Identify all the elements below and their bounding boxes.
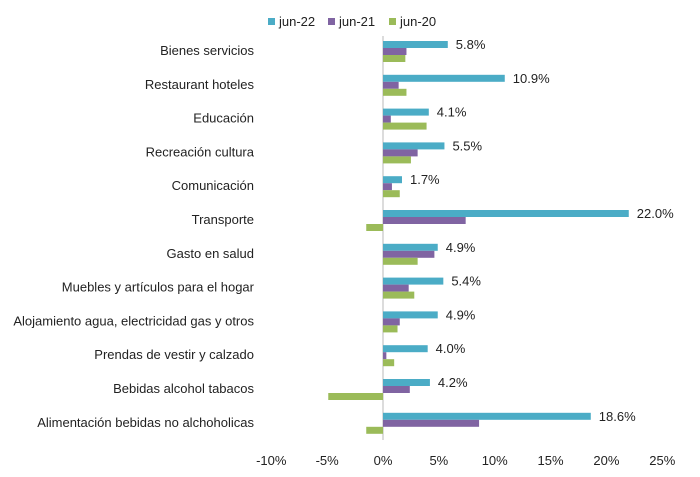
bar-jun-21 (383, 419, 480, 427)
x-tick-label: 10% (482, 453, 508, 468)
category-label: Recreación cultura (146, 144, 255, 159)
bar-jun-21 (383, 115, 391, 123)
category-label: Alojamiento agua, electricidad gas y otr… (13, 313, 254, 328)
legend-label-jun-21: jun-21 (338, 14, 375, 29)
data-label: 4.2% (438, 375, 468, 390)
data-label: 4.9% (446, 307, 476, 322)
bar-jun-20 (383, 359, 395, 367)
bar-jun-21 (383, 149, 418, 157)
bar-jun-21 (383, 352, 387, 360)
bar-jun-20 (328, 393, 383, 400)
category-label: Bebidas alcohol tabacos (113, 381, 254, 396)
category-label: Comunicación (172, 178, 254, 193)
bar-jun-20 (366, 426, 383, 434)
bar-jun-21 (383, 284, 409, 292)
data-label: 5.8% (456, 37, 486, 52)
bar-jun-22 (383, 345, 428, 353)
bar-jun-22 (383, 41, 448, 48)
category-label: Prendas de vestir y calzado (94, 347, 254, 362)
bar-jun-20 (383, 55, 406, 62)
bar-jun-20 (383, 291, 415, 299)
legend-label-jun-22: jun-22 (278, 14, 315, 29)
bar-jun-21 (383, 81, 399, 89)
bar-jun-20 (383, 88, 407, 96)
bar-jun-20 (383, 122, 427, 130)
bar-jun-22 (383, 379, 430, 386)
x-tick-label: 5% (429, 453, 448, 468)
x-tick-label: 0% (374, 453, 393, 468)
data-label: 1.7% (410, 172, 440, 187)
data-label: 4.1% (437, 105, 467, 120)
bar-jun-22 (383, 311, 438, 319)
legend-label-jun-20: jun-20 (399, 14, 436, 29)
bar-jun-21 (383, 386, 410, 393)
bar-jun-20 (366, 224, 383, 231)
data-label: 5.5% (452, 138, 482, 153)
x-tick-label: 20% (593, 453, 619, 468)
bar-jun-22 (383, 412, 591, 420)
x-tick-label: 15% (538, 453, 564, 468)
bar-jun-21 (383, 318, 400, 326)
category-label: Gasto en salud (167, 246, 254, 261)
data-label: 10.9% (513, 71, 550, 86)
bar-jun-20 (383, 257, 418, 265)
bar-jun-22 (383, 277, 444, 285)
bar-jun-21 (383, 48, 407, 55)
category-label: Transporte (192, 212, 254, 227)
bar-jun-22 (383, 74, 505, 82)
x-tick-label: -5% (316, 453, 340, 468)
legend-swatch-jun-22 (268, 18, 275, 25)
data-label: 4.9% (446, 240, 476, 255)
legend-swatch-jun-21 (328, 18, 335, 25)
category-label: Muebles y artículos para el hogar (62, 280, 255, 295)
bar-jun-22 (383, 210, 629, 217)
data-label: 5.4% (451, 274, 481, 289)
bar-jun-22 (383, 142, 445, 150)
bar-jun-21 (383, 217, 466, 224)
bar-jun-22 (383, 108, 429, 116)
bar-jun-22 (383, 243, 438, 251)
bar-jun-20 (383, 156, 411, 164)
category-label: Educación (193, 111, 254, 126)
data-label: 22.0% (637, 206, 674, 221)
category-label: Alimentación bebidas no alchoholicas (37, 415, 254, 430)
bar-jun-20 (383, 190, 400, 198)
bar-jun-20 (383, 325, 398, 333)
category-label: Restaurant hoteles (145, 77, 255, 92)
bar-jun-22 (383, 176, 402, 184)
x-tick-label: -10% (256, 453, 287, 468)
legend-swatch-jun-20 (389, 18, 396, 25)
x-tick-label: 25% (649, 453, 675, 468)
data-label: 4.0% (436, 341, 466, 356)
category-label: Bienes servicios (160, 43, 254, 58)
bar-jun-21 (383, 183, 392, 191)
bar-jun-21 (383, 250, 435, 258)
data-label: 18.6% (599, 409, 636, 424)
